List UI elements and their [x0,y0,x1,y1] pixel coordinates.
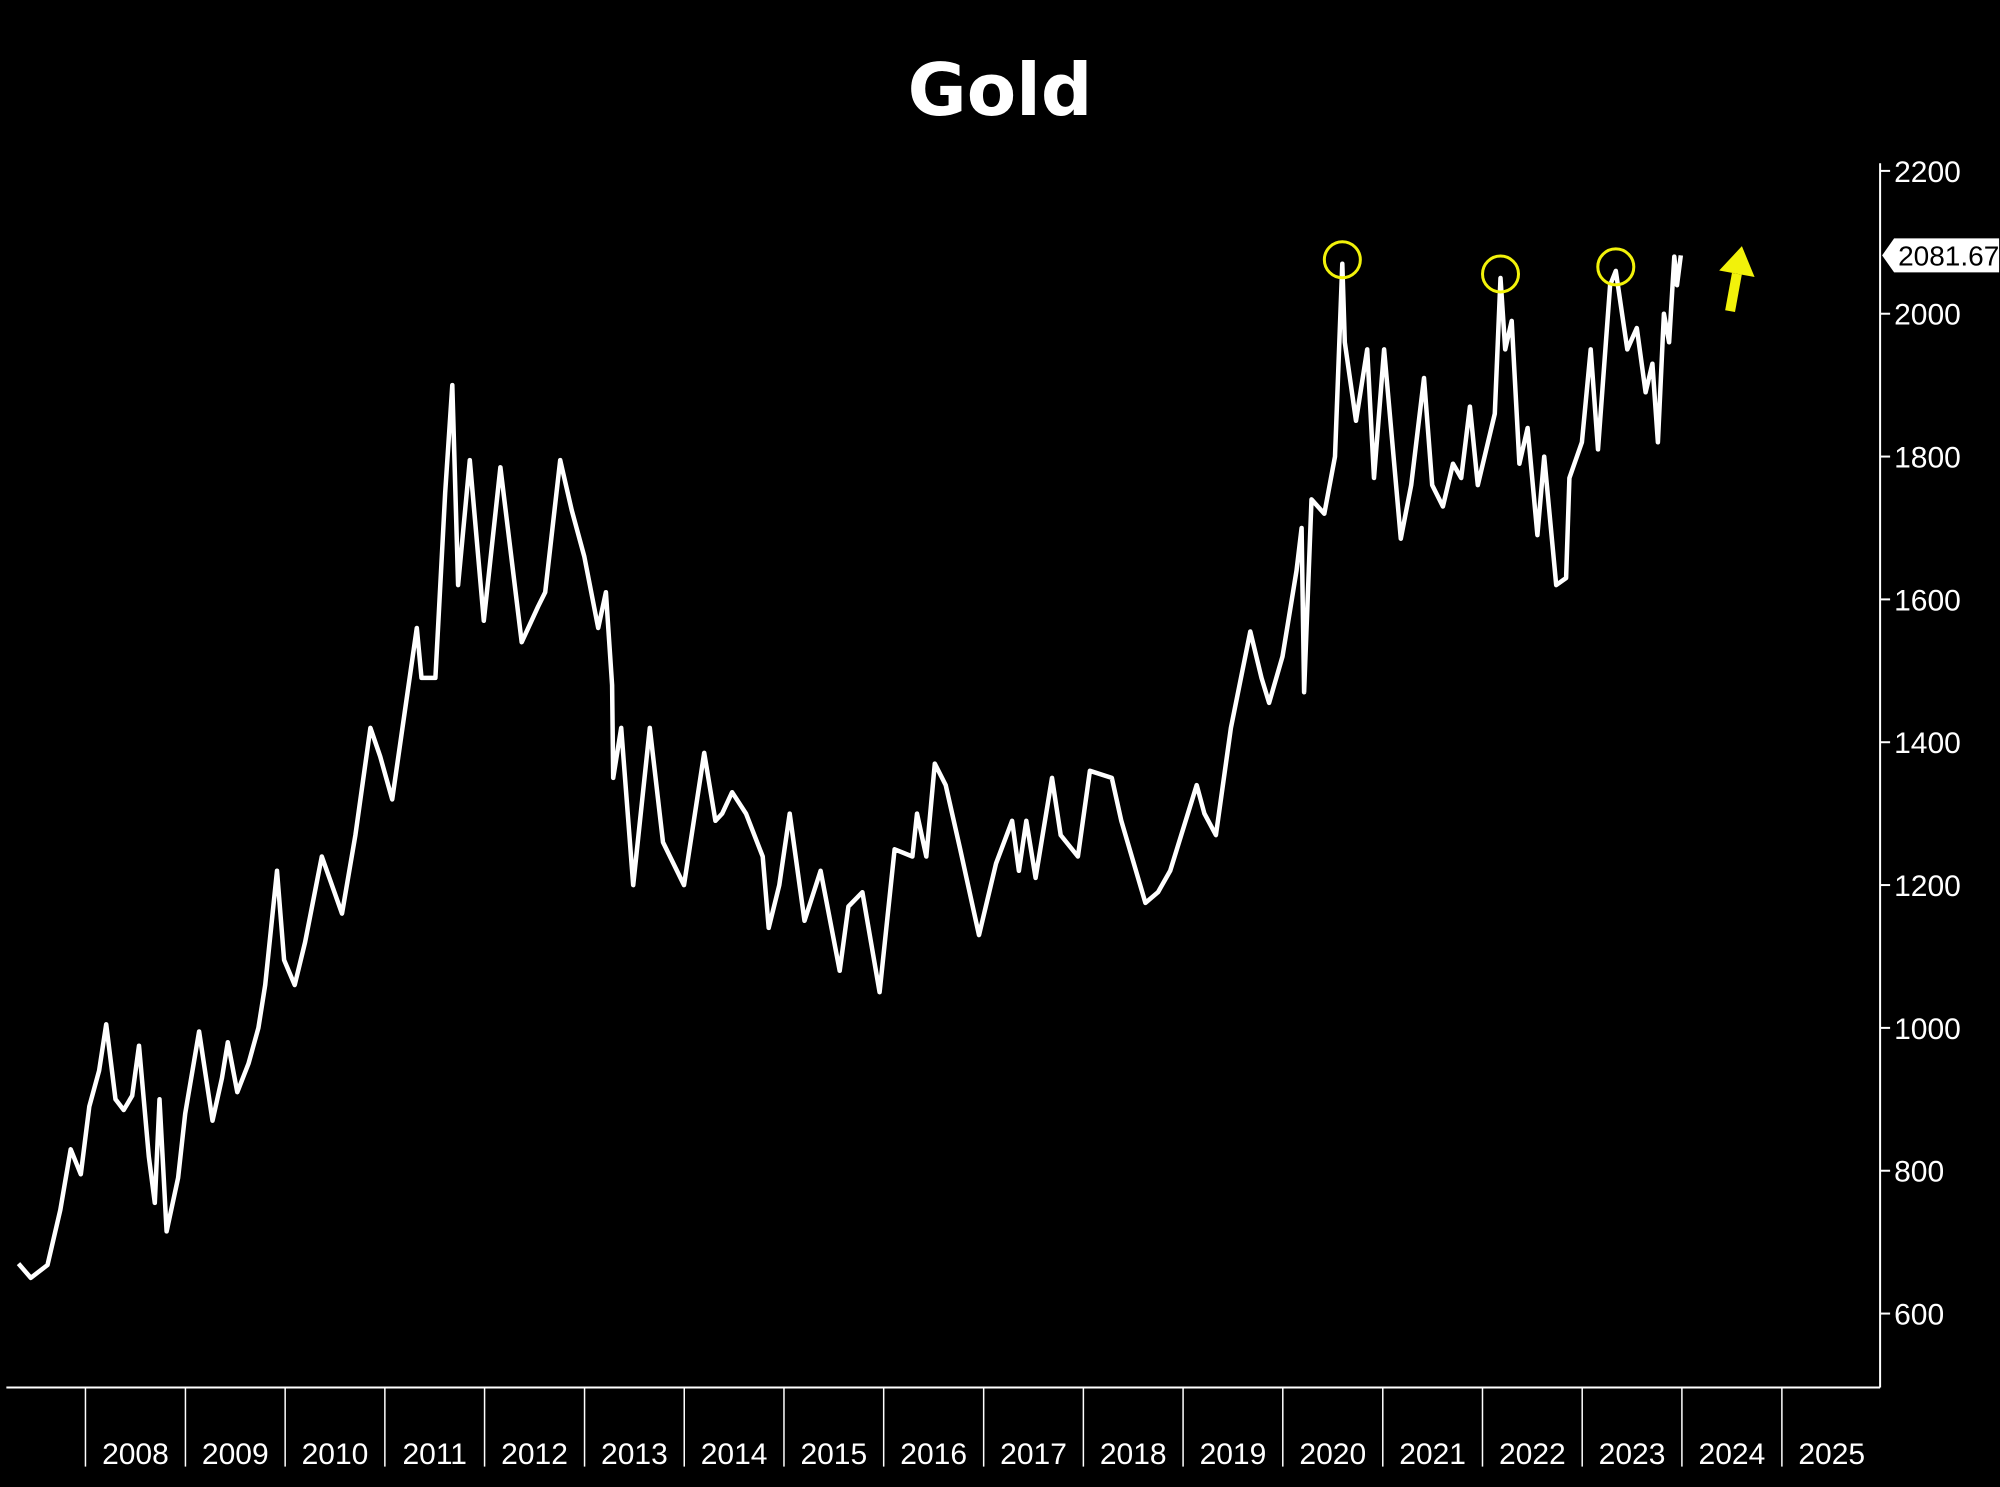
x-tick-label: 2021 [1399,1438,1466,1471]
last-value-marker: 2081.67 [1882,238,2000,273]
chart-axes [6,163,1882,1389]
x-tick-label: 2010 [302,1438,369,1471]
up-arrow-icon [1719,246,1755,312]
x-tick-label: 2015 [800,1438,867,1471]
y-tick-label: 1000 [1894,1013,1961,1046]
x-tick-label: 2014 [701,1438,768,1471]
x-tick-label: 2009 [202,1438,269,1471]
annotation-layer [1322,240,1755,312]
y-tick-label: 1800 [1894,442,1961,475]
up-arrow-shaft [1725,272,1742,312]
y-tick-label: 1200 [1894,870,1961,903]
x-tick-label: 2023 [1599,1438,1666,1471]
x-tick-label: 2022 [1499,1438,1566,1471]
chart-title: Gold [907,48,1093,132]
y-tick-label: 1400 [1894,727,1961,760]
x-tick-label: 2020 [1299,1438,1366,1471]
y-tick-label: 800 [1894,1156,1944,1189]
x-tick-label: 2008 [102,1438,169,1471]
x-tick-label: 2016 [900,1438,967,1471]
peak-circle [1322,240,1362,280]
x-tick-label: 2018 [1100,1438,1167,1471]
last-value-label: 2081.67 [1898,240,1999,271]
x-tick-label: 2025 [1798,1438,1865,1471]
series-layer [16,254,1684,1281]
x-tick-label: 2017 [1000,1438,1067,1471]
x-tick-label: 2024 [1699,1438,1766,1471]
x-tick-label: 2013 [601,1438,668,1471]
peak-circle [1596,247,1636,287]
y-tick-label: 600 [1894,1299,1944,1332]
last-value-box [1882,238,2000,273]
x-tick-label: 2012 [501,1438,568,1471]
peak-circle [1481,254,1521,294]
x-tick-label: 2019 [1200,1438,1267,1471]
x-tick-label: 2011 [402,1438,467,1471]
gold-price-line [16,254,1684,1281]
y-tick-label: 2200 [1894,156,1961,189]
y-tick-label: 2000 [1894,299,1961,332]
y-tick-label: 1600 [1894,584,1961,617]
x-axis: 2008 2009 2010 2011 2012 2013 2014 2015 2016 2017… [84,1387,1865,1471]
up-arrow-head [1719,246,1755,277]
y-axis: 600 800 1000 1200 1400 1600 1800 2000 2200 [1880,156,1961,1332]
